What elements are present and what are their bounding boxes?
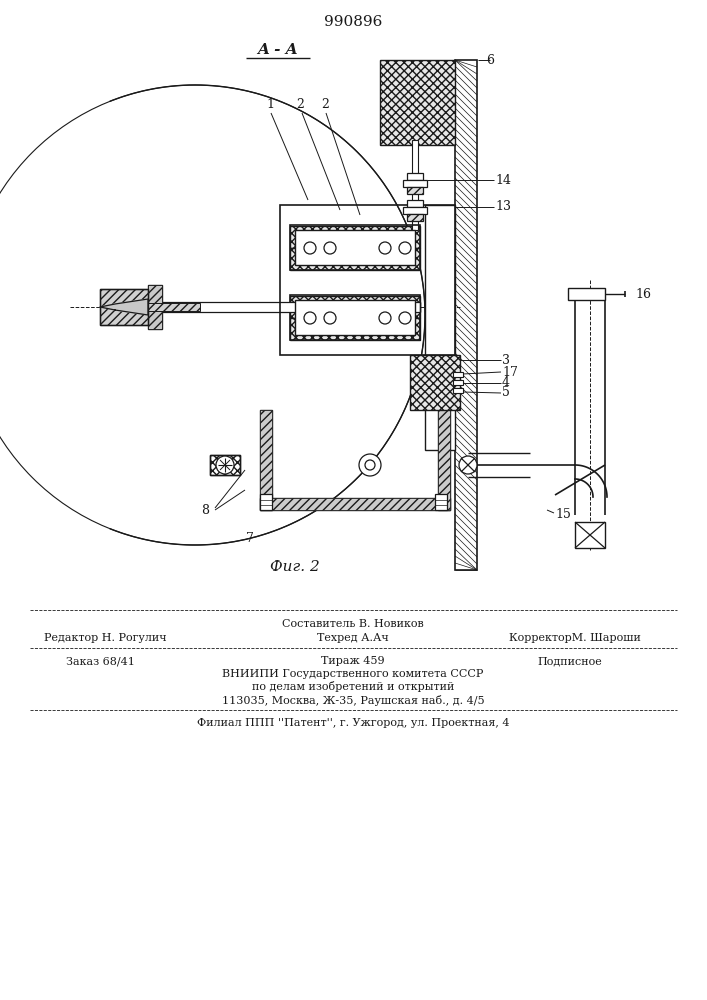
- Bar: [148, 285, 162, 329]
- Bar: [210, 455, 240, 475]
- Bar: [125, 303, 200, 311]
- Bar: [295, 300, 415, 335]
- Text: 113035, Москва, Ж-35, Раушская наб., д. 4/5: 113035, Москва, Ж-35, Раушская наб., д. …: [222, 694, 484, 706]
- Circle shape: [365, 460, 375, 470]
- Bar: [575, 522, 605, 548]
- Text: 2: 2: [296, 99, 304, 111]
- Bar: [290, 225, 420, 270]
- Circle shape: [324, 312, 336, 324]
- Bar: [295, 230, 415, 265]
- Bar: [407, 200, 423, 207]
- Text: 15: 15: [555, 508, 571, 522]
- Bar: [403, 207, 427, 214]
- Text: Составитель В. Новиков: Составитель В. Новиков: [282, 619, 424, 629]
- Bar: [407, 214, 423, 221]
- Text: 17: 17: [502, 365, 518, 378]
- Circle shape: [359, 454, 381, 476]
- Text: 2: 2: [321, 99, 329, 111]
- Text: 14: 14: [495, 174, 511, 186]
- Text: КорректорМ. Шароши: КорректорМ. Шароши: [509, 633, 641, 643]
- Text: по делам изобретений и открытий: по делам изобретений и открытий: [252, 682, 454, 692]
- Text: 7: 7: [246, 532, 254, 544]
- Bar: [403, 180, 427, 187]
- Text: ВНИИПИ Государственного комитета СССР: ВНИИПИ Государственного комитета СССР: [222, 669, 484, 679]
- Text: A - A: A - A: [257, 43, 298, 57]
- Text: Филиал ППП ''Патент'', г. Ужгород, ул. Проектная, 4: Филиал ППП ''Патент'', г. Ужгород, ул. П…: [197, 718, 509, 728]
- Bar: [407, 173, 423, 180]
- Bar: [455, 60, 477, 570]
- Text: 8: 8: [201, 504, 209, 516]
- Circle shape: [399, 312, 411, 324]
- Bar: [260, 410, 272, 510]
- Circle shape: [324, 242, 336, 254]
- Text: Заказ 68/41: Заказ 68/41: [66, 656, 134, 666]
- Bar: [290, 318, 420, 340]
- Text: 13: 13: [495, 200, 511, 214]
- Circle shape: [216, 456, 234, 474]
- Bar: [290, 296, 420, 318]
- Text: 4: 4: [502, 376, 510, 389]
- Circle shape: [379, 242, 391, 254]
- Text: 5: 5: [502, 386, 510, 399]
- Bar: [410, 355, 460, 410]
- Bar: [280, 205, 455, 355]
- Circle shape: [399, 242, 411, 254]
- Bar: [568, 288, 605, 300]
- Text: 1: 1: [266, 99, 274, 111]
- Bar: [100, 289, 148, 325]
- Bar: [290, 295, 420, 340]
- Bar: [438, 410, 450, 510]
- Bar: [380, 60, 455, 145]
- Bar: [120, 302, 420, 312]
- Text: 990896: 990896: [324, 15, 382, 29]
- Bar: [290, 248, 420, 270]
- Bar: [438, 410, 450, 510]
- Circle shape: [304, 242, 316, 254]
- Bar: [100, 289, 148, 325]
- Text: Подписное: Подписное: [537, 656, 602, 666]
- Bar: [453, 380, 463, 385]
- Bar: [453, 372, 463, 377]
- Text: Техред А.Ач: Техред А.Ач: [317, 633, 389, 643]
- Circle shape: [304, 312, 316, 324]
- Bar: [260, 498, 450, 510]
- Bar: [290, 226, 420, 248]
- Text: 16: 16: [635, 288, 651, 300]
- Bar: [148, 285, 162, 329]
- Bar: [260, 410, 272, 510]
- Text: Редактор Н. Рогулич: Редактор Н. Рогулич: [44, 633, 166, 643]
- Text: 6: 6: [486, 53, 494, 66]
- Circle shape: [379, 312, 391, 324]
- Bar: [260, 494, 272, 510]
- Bar: [435, 494, 447, 510]
- Bar: [453, 388, 463, 393]
- Polygon shape: [100, 299, 148, 315]
- Bar: [210, 455, 240, 475]
- Bar: [260, 498, 450, 510]
- Text: 3: 3: [502, 354, 510, 366]
- Text: Фиг. 2: Фиг. 2: [270, 560, 320, 574]
- Polygon shape: [110, 85, 425, 545]
- Text: Тираж 459: Тираж 459: [321, 656, 385, 666]
- Bar: [425, 205, 455, 450]
- Circle shape: [459, 456, 477, 474]
- Bar: [412, 140, 418, 230]
- Bar: [407, 187, 423, 194]
